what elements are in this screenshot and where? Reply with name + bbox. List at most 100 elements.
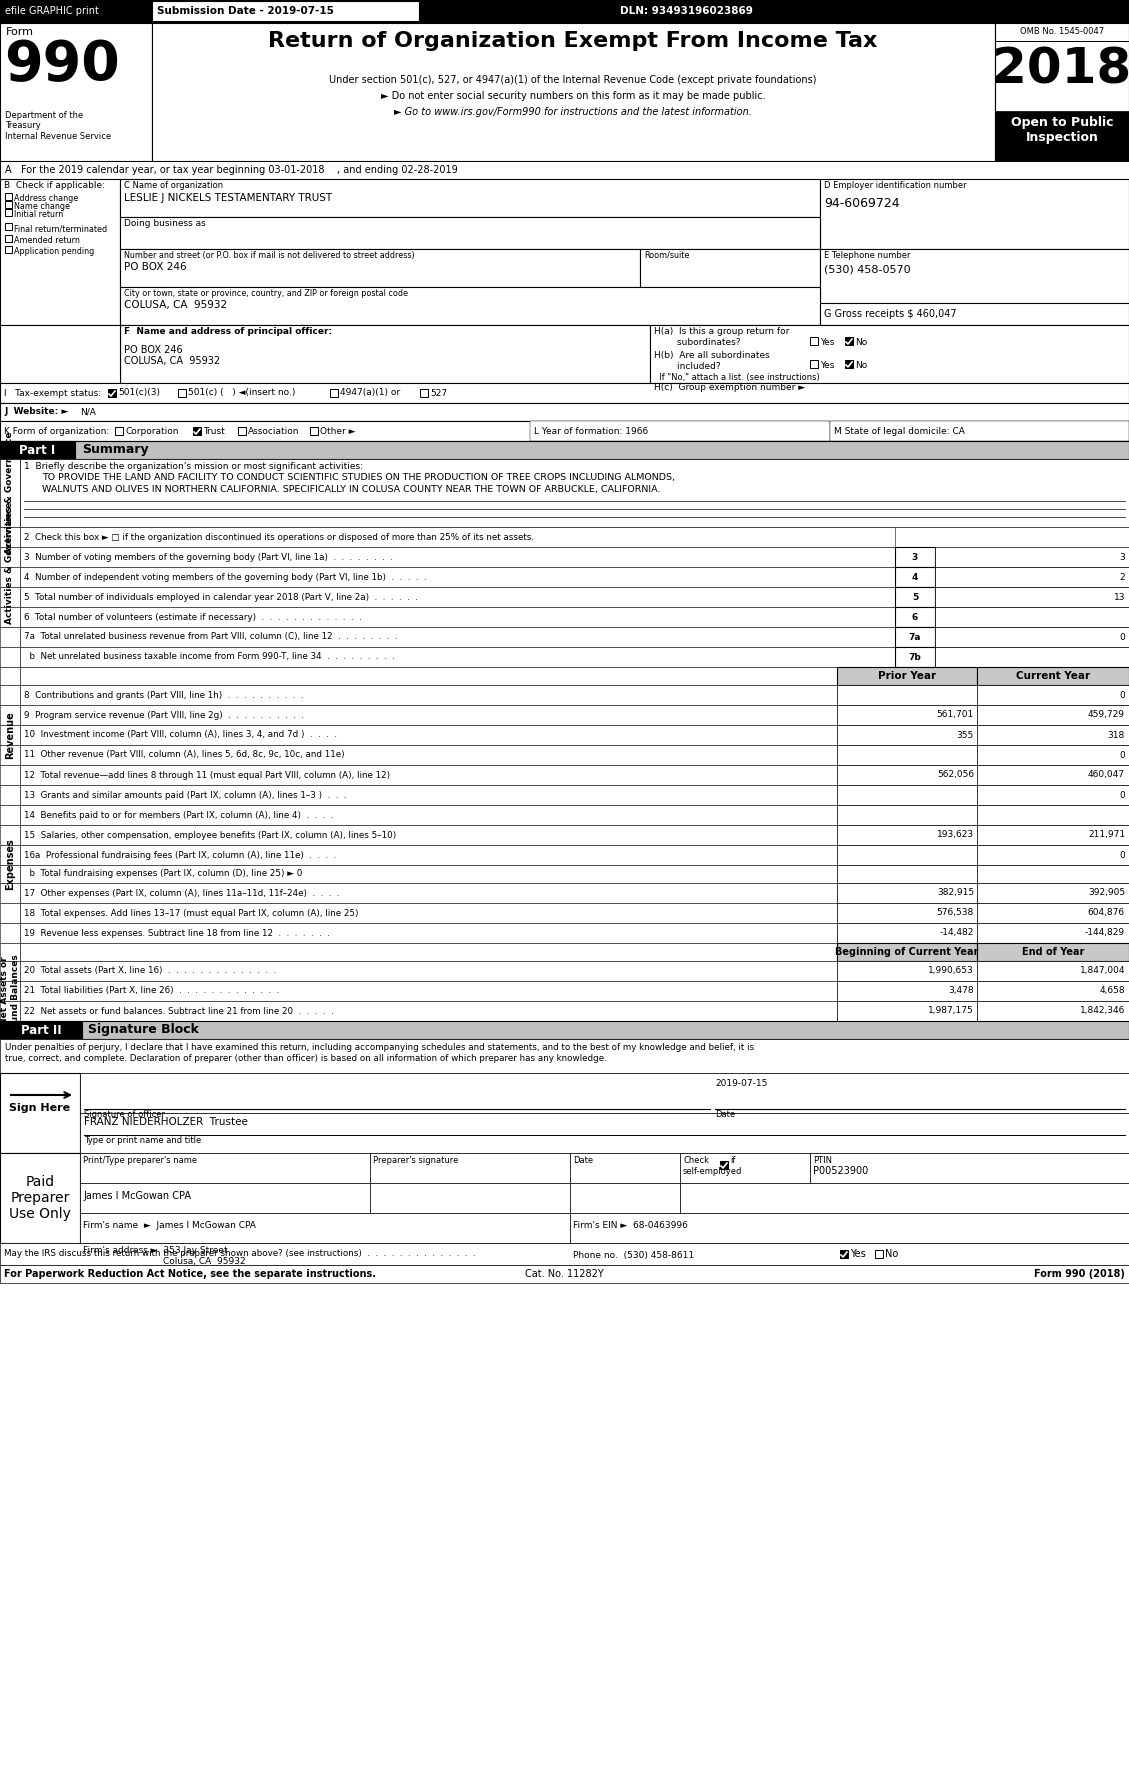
Text: ► Do not enter social security numbers on this form as it may be made public.: ► Do not enter social security numbers o… [380, 92, 765, 101]
Bar [977, 980, 1129, 1001]
Text: Type or print name and title: Type or print name and title [84, 1136, 201, 1144]
Bar [0, 1038, 1129, 1074]
Text: Part II: Part II [20, 1024, 61, 1037]
Bar [20, 980, 837, 1001]
Bar [977, 883, 1129, 902]
Bar [80, 1183, 370, 1213]
Bar [5, 192, 12, 200]
Text: 8  Contributions and grants (Part VIII, line 1h)  .  .  .  .  .  .  .  .  .  .: 8 Contributions and grants (Part VIII, l… [24, 691, 304, 699]
Text: included?: included? [654, 362, 720, 371]
Bar [120, 325, 650, 383]
Bar [935, 586, 1129, 608]
Bar [809, 1153, 1129, 1183]
Bar [108, 389, 116, 397]
Bar [680, 1183, 1129, 1213]
Text: 0: 0 [1119, 791, 1124, 800]
Bar [0, 178, 120, 325]
Bar [370, 1183, 570, 1213]
Text: 193,623: 193,623 [937, 830, 974, 839]
Text: Open to Public
Inspection: Open to Public Inspection [1010, 117, 1113, 145]
Bar [977, 726, 1129, 745]
Bar [20, 567, 895, 586]
Text: 22  Net assets or fund balances. Subtract line 21 from line 20  .  .  .  .  .: 22 Net assets or fund balances. Subtract… [24, 1007, 334, 1015]
Text: 6  Total number of volunteers (estimate if necessary)  .  .  .  .  .  .  .  .  .: 6 Total number of volunteers (estimate i… [24, 613, 361, 622]
Text: efile GRAPHIC print: efile GRAPHIC print [5, 7, 99, 16]
Bar [20, 1001, 837, 1021]
Text: 1,987,175: 1,987,175 [928, 1007, 974, 1015]
Bar [0, 961, 20, 980]
Text: Paid
Preparer
Use Only: Paid Preparer Use Only [9, 1174, 71, 1222]
Bar [977, 1001, 1129, 1021]
Text: 12  Total revenue—add lines 8 through 11 (must equal Part VIII, column (A), line: 12 Total revenue—add lines 8 through 11 … [24, 770, 391, 779]
Bar [20, 586, 895, 608]
Bar [895, 586, 935, 608]
Bar [837, 685, 977, 705]
Bar [0, 883, 20, 902]
Bar [0, 726, 20, 745]
Text: Date: Date [574, 1157, 593, 1166]
Text: 3: 3 [1119, 553, 1124, 562]
Bar [20, 705, 837, 726]
Text: Expenses: Expenses [5, 839, 15, 890]
Text: 527: 527 [430, 389, 447, 397]
Text: if: if [730, 1157, 735, 1166]
Bar [977, 865, 1129, 883]
Text: 0: 0 [1119, 751, 1124, 759]
Bar [20, 844, 837, 865]
Text: End of Year: End of Year [1022, 947, 1084, 957]
Text: 17  Other expenses (Part IX, column (A), lines 11a–11d, 11f–24e)  .  .  .  .: 17 Other expenses (Part IX, column (A), … [24, 888, 340, 897]
Text: 2: 2 [1119, 572, 1124, 581]
Bar [20, 765, 837, 786]
Bar [178, 389, 186, 397]
Text: No: No [885, 1249, 899, 1259]
Text: -14,482: -14,482 [939, 929, 974, 938]
Text: Firm's address ►  353 Jay Street: Firm's address ► 353 Jay Street [84, 1247, 228, 1256]
Bar [0, 825, 20, 844]
Text: Amended return: Amended return [14, 237, 80, 245]
Bar [840, 1250, 848, 1257]
Text: 5: 5 [912, 593, 918, 602]
Bar [20, 865, 837, 883]
Bar [310, 427, 318, 434]
Bar [120, 217, 820, 249]
Bar [152, 23, 995, 161]
Text: 5  Total number of individuals employed in calendar year 2018 (Part V, line 2a) : 5 Total number of individuals employed i… [24, 593, 418, 602]
Text: Cat. No. 11282Y: Cat. No. 11282Y [525, 1270, 603, 1279]
Text: E Telephone number: E Telephone number [824, 251, 910, 260]
Bar [875, 1250, 883, 1257]
Text: Return of Organization Exempt From Income Tax: Return of Organization Exempt From Incom… [269, 32, 877, 51]
Text: Summary: Summary [82, 443, 149, 456]
Text: A   For the 2019 calendar year, or tax year beginning 03-01-2018    , and ending: A For the 2019 calendar year, or tax yea… [5, 164, 457, 175]
Text: 14  Benefits paid to or for members (Part IX, column (A), line 4)  .  .  .  .: 14 Benefits paid to or for members (Part… [24, 811, 333, 819]
Bar [193, 427, 201, 434]
Bar [640, 249, 820, 288]
Text: DLN: 93493196023869: DLN: 93493196023869 [620, 7, 753, 16]
Text: 0: 0 [1119, 851, 1124, 860]
Bar [0, 526, 20, 547]
Bar [844, 337, 854, 344]
Bar [20, 526, 895, 547]
Text: Part I: Part I [19, 443, 55, 456]
Text: Date: Date [715, 1111, 735, 1120]
Bar [837, 765, 977, 786]
Bar [820, 304, 1129, 325]
Text: WALNUTS AND OLIVES IN NORTHERN CALIFORNIA. SPECIFICALLY IN COLUSA COUNTY NEAR TH: WALNUTS AND OLIVES IN NORTHERN CALIFORNI… [42, 486, 660, 494]
Text: D Employer identification number: D Employer identification number [824, 180, 966, 191]
Bar [238, 427, 246, 434]
Bar [977, 924, 1129, 943]
Text: Preparer's signature: Preparer's signature [373, 1157, 458, 1166]
Bar [0, 608, 20, 627]
Bar [0, 1001, 20, 1021]
Bar [977, 902, 1129, 924]
Text: 576,538: 576,538 [937, 908, 974, 918]
Text: Submission Date - 2019-07-15: Submission Date - 2019-07-15 [157, 7, 334, 16]
Text: Address change: Address change [14, 194, 78, 203]
Text: TO PROVIDE THE LAND AND FACILITY TO CONDUCT SCIENTIFIC STUDIES ON THE PRODUCTION: TO PROVIDE THE LAND AND FACILITY TO COND… [42, 473, 675, 482]
Text: Print/Type preparer's name: Print/Type preparer's name [84, 1157, 198, 1166]
Text: LESLIE J NICKELS TESTAMENTARY TRUST: LESLIE J NICKELS TESTAMENTARY TRUST [124, 192, 332, 203]
Text: Name change: Name change [14, 201, 70, 210]
Bar [720, 1160, 728, 1169]
Bar [0, 0, 1129, 23]
Text: M State of legal domicile: CA: M State of legal domicile: CA [834, 427, 965, 436]
Text: 4,658: 4,658 [1100, 987, 1124, 996]
